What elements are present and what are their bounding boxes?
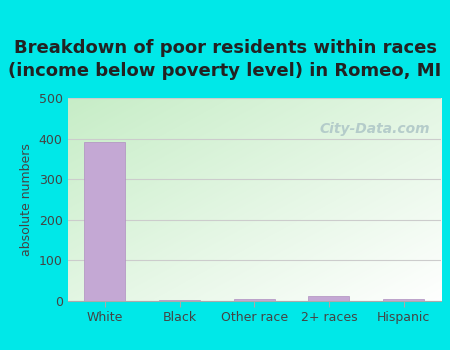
Bar (159, 300, 200, 301)
Text: City-Data.com: City-Data.com (319, 122, 430, 136)
Bar (84, 142, 126, 301)
Text: Breakdown of poor residents within races
(income below poverty level) in Romeo, : Breakdown of poor residents within races… (9, 40, 441, 79)
Bar (308, 296, 350, 301)
Y-axis label: absolute numbers: absolute numbers (20, 143, 33, 256)
Bar (234, 299, 275, 301)
Bar (383, 299, 424, 301)
